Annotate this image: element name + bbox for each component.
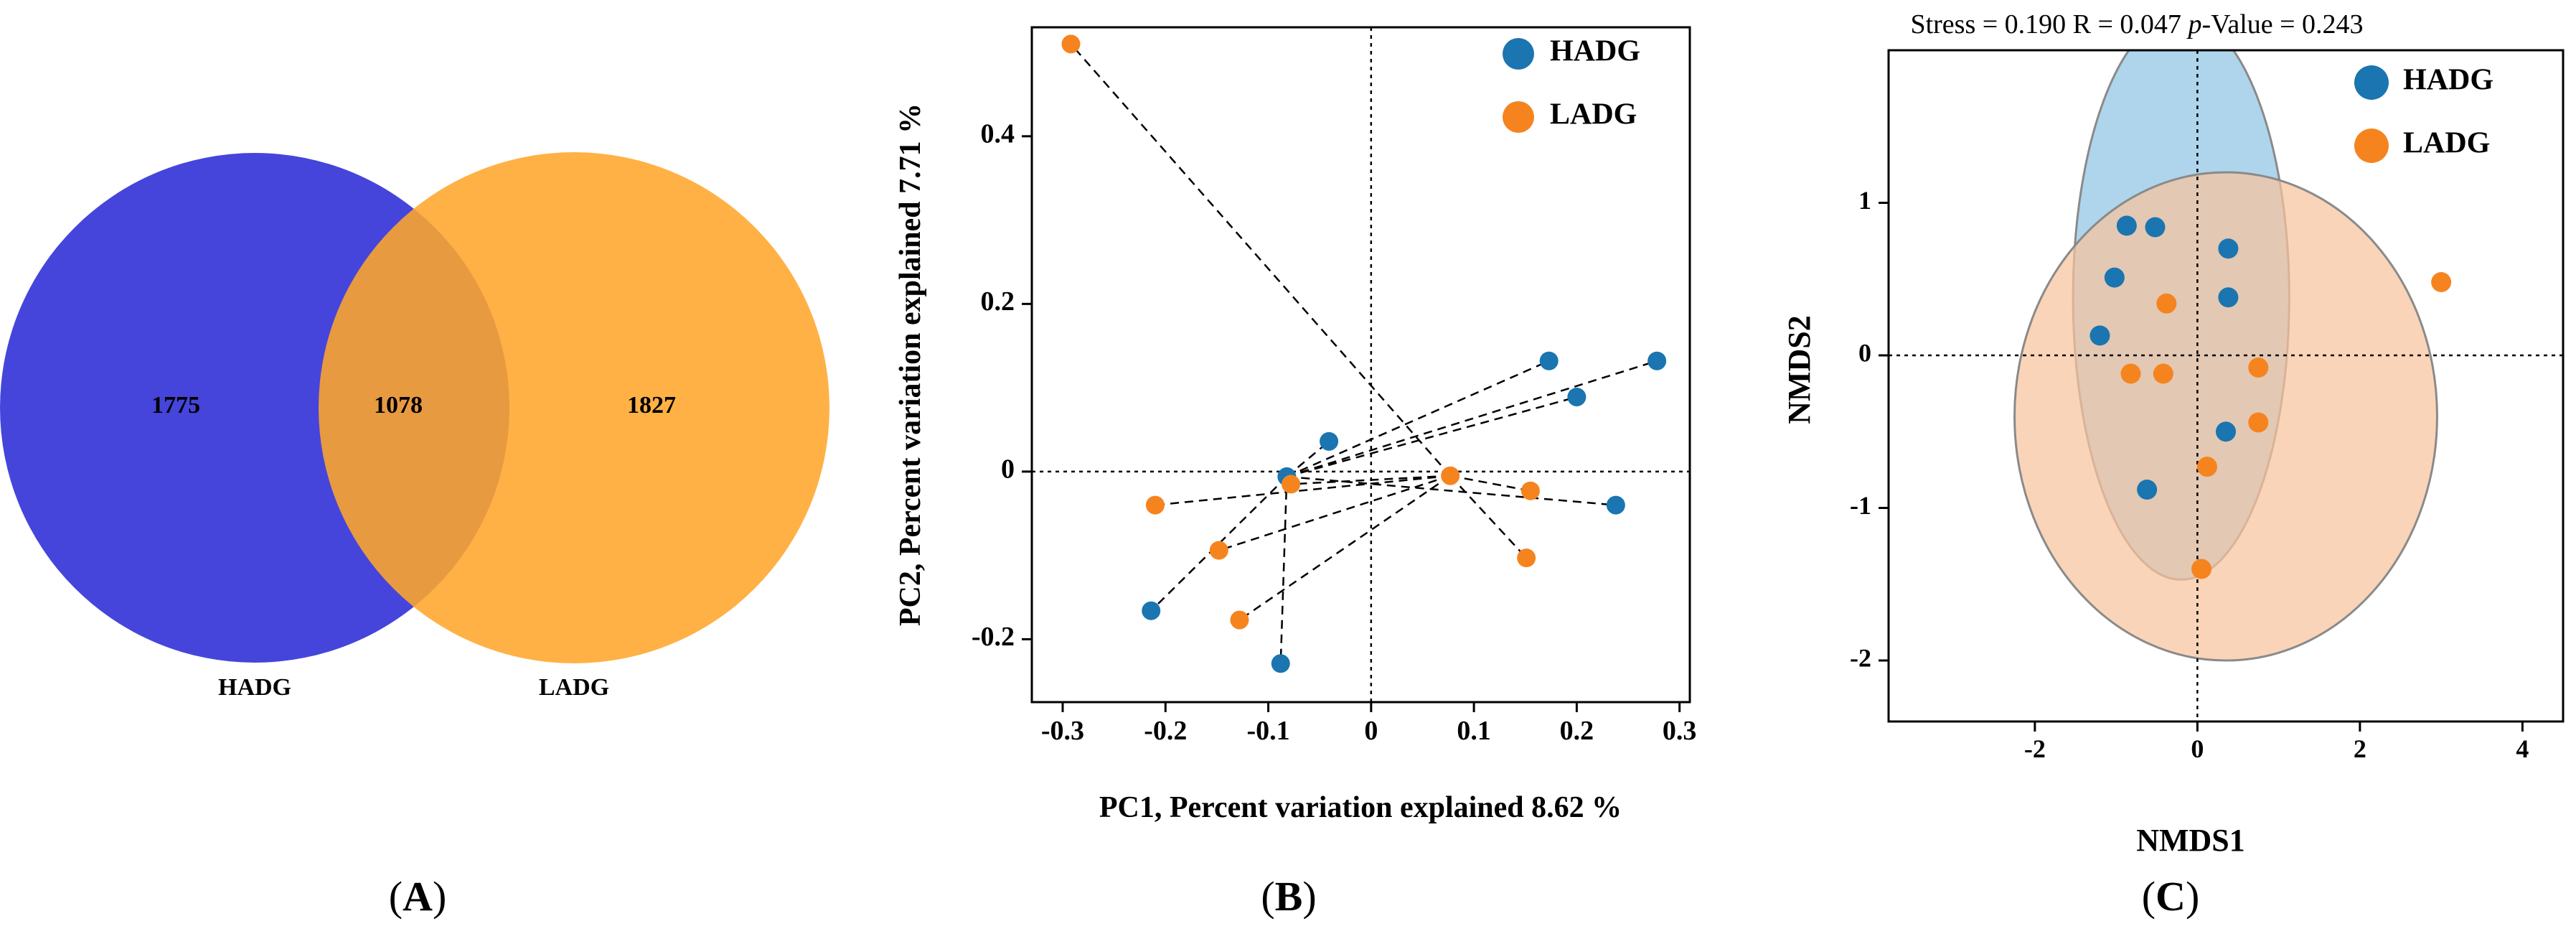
nmds-point-hadg: [2116, 215, 2137, 236]
venn-overlap: 1078: [374, 392, 423, 419]
venn-unique-ladg: 1827: [627, 392, 676, 419]
pca-point-hadg: [1567, 387, 1587, 406]
nmds-legend-label-ladg: LADG: [2403, 127, 2490, 160]
pca-point-hadg: [1606, 495, 1625, 515]
pca-spider-line-hadg: [1286, 360, 1658, 478]
pca-spider-line-hadg: [1150, 475, 1288, 612]
nmds-y-tick-label: 0: [1858, 338, 1871, 367]
pca-point-ladg: [1145, 495, 1165, 515]
pca-x-tick-label: -0.1: [1246, 716, 1289, 746]
pca-chart: -0.3 -0.2 -0.1 0 0.1 0.2 0.3 -0.2 0 0.2 0.4 HADG LA…: [894, 26, 1697, 824]
nmds-x-tick-label: 2: [2354, 734, 2366, 763]
pca-spider-line-ladg: [1155, 475, 1451, 506]
nmds-point-hadg: [2090, 325, 2110, 346]
nmds-legend-marker-hadg: [2354, 65, 2389, 100]
nmds-point-ladg: [2156, 293, 2177, 314]
pca-x-tick-label: -0.2: [1144, 716, 1187, 746]
venn-set-label-hadg: HADG: [218, 674, 291, 701]
nmds-x-tick-label: 4: [2516, 734, 2529, 763]
nmds-point-ladg: [2191, 559, 2212, 579]
nmds-point-hadg: [2216, 421, 2236, 442]
nmds-point-hadg: [2145, 217, 2166, 238]
pca-y-tick-label: 0.2: [981, 286, 1015, 317]
nmds-point-ladg: [2431, 272, 2452, 292]
nmds-x-tick-label: -2: [2024, 734, 2046, 763]
pca-legend-marker-ladg: [1503, 101, 1534, 133]
nmds-point-hadg: [2104, 267, 2125, 288]
pca-x-tick-label: -0.3: [1041, 716, 1084, 746]
nmds-legend-marker-ladg: [2354, 129, 2389, 163]
nmds-point-hadg: [2218, 287, 2239, 308]
pca-spider-line-ladg: [1238, 475, 1451, 621]
nmds-point-hadg: [2218, 238, 2239, 259]
pca-x-axis-label: PC1, Percent variation explained 8.62 %: [1099, 791, 1622, 824]
pca-legend-label-ladg: LADG: [1550, 98, 1637, 131]
pca-spider-line-ladg: [1070, 43, 1452, 477]
nmds-point-ladg: [2153, 363, 2173, 384]
nmds-point-ladg: [2120, 363, 2141, 384]
pca-spider-line-ladg: [1218, 475, 1451, 551]
nmds-plot-frame: [1887, 49, 2565, 723]
nmds-stats-title: Stress = 0.190 R = 0.047 p-Value = 0.243: [1910, 9, 2363, 39]
pca-x-tick-label: 0: [1364, 716, 1378, 746]
nmds-y-tick-label: 1: [1858, 186, 1871, 215]
pca-point-ladg: [1282, 475, 1301, 494]
venn-circle-ladg: [319, 152, 829, 663]
nmds-x-axis-label: NMDS1: [2136, 823, 2245, 858]
pca-legend-marker-hadg: [1503, 38, 1534, 70]
venn-unique-hadg: 1775: [151, 392, 200, 419]
nmds-y-axis-label: NMDS2: [1782, 315, 1817, 424]
nmds-point-hadg: [2137, 480, 2158, 500]
nmds-ellipse-ladg: [2013, 171, 2438, 662]
pca-point-ladg: [1517, 548, 1536, 568]
pca-point-hadg: [1142, 601, 1161, 620]
pca-spider-line-hadg: [1287, 475, 1616, 506]
pca-y-tick-label: 0.4: [981, 119, 1015, 149]
pca-point-ladg: [1209, 541, 1228, 560]
venn-diagram: 1775 1078 1827 HADG LADG: [0, 152, 829, 701]
pca-y-axis-label: PC2, Percent variation explained 7.71 %: [894, 103, 927, 626]
pca-spider-line-hadg: [1286, 360, 1550, 478]
panel-label-a: (A): [389, 873, 447, 920]
nmds-chart: -2 0 2 4 -2 -1 0 1 HADG LADG Stress = 0.190 R = …: [1782, 9, 2565, 858]
pca-centroid-ladg: [1441, 466, 1460, 485]
nmds-point-ladg: [2248, 358, 2269, 378]
pca-point-ladg: [1061, 34, 1081, 54]
panel-label-c: (C): [2142, 873, 2200, 920]
nmds-point-ladg: [2196, 457, 2217, 477]
pca-point-ladg: [1230, 610, 1249, 630]
pca-x-tick-label: 0.3: [1663, 716, 1697, 746]
pca-y-tick-label: 0: [1001, 454, 1015, 485]
pca-y-tick-label: -0.2: [972, 622, 1015, 652]
pca-x-tick-label: 0.2: [1560, 716, 1594, 746]
pca-point-hadg: [1647, 351, 1667, 370]
nmds-y-tick-label: -1: [1850, 491, 1871, 520]
nmds-x-tick-label: 0: [2191, 734, 2204, 763]
pca-spider-line-hadg: [1279, 476, 1288, 664]
pca-spider-line-hadg: [1287, 396, 1577, 478]
pca-plot-frame: [1030, 26, 1691, 704]
pca-spider-line-ladg: [1449, 475, 1528, 559]
pca-x-tick-label: 0.1: [1457, 716, 1491, 746]
pca-point-hadg: [1271, 654, 1290, 673]
pca-point-hadg: [1539, 351, 1559, 370]
pca-point-hadg: [1320, 431, 1339, 451]
pca-point-ladg: [1520, 481, 1540, 500]
pca-legend-label-hadg: HADG: [1550, 35, 1640, 68]
nmds-legend-label-hadg: HADG: [2403, 64, 2493, 97]
panel-label-b: (B): [1261, 873, 1316, 920]
venn-set-label-ladg: LADG: [539, 674, 609, 701]
nmds-y-tick-label: -2: [1850, 643, 1871, 672]
pca-spider-line-ladg: [1291, 475, 1451, 485]
nmds-point-ladg: [2248, 412, 2269, 433]
